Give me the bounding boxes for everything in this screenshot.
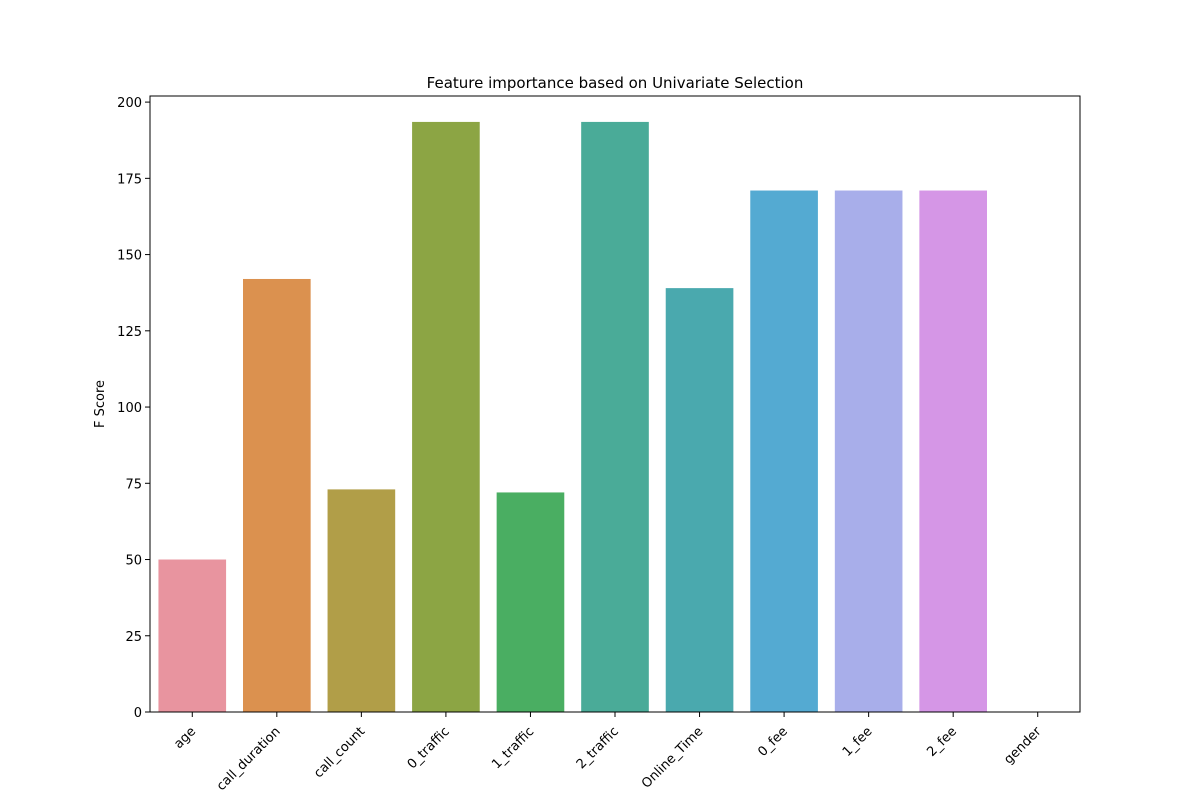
y-tick-label: 25: [125, 630, 142, 645]
x-tick-label: 0_traffic: [405, 724, 453, 772]
plot-frame: [149, 95, 1081, 713]
y-axis: 0 25 50 75 100 125 150 175 200: [117, 96, 150, 721]
x-tick-label: age: [171, 724, 199, 752]
y-tick-label: 175: [117, 172, 142, 187]
bar-1_fee: [834, 190, 903, 712]
y-tick-label: 150: [117, 249, 142, 264]
y-tick-label: 100: [117, 401, 142, 416]
bars-group: [158, 121, 987, 713]
x-tick-label: call_duration: [214, 724, 284, 794]
chart-title: Feature importance based on Univariate S…: [427, 74, 804, 92]
y-tick-label: 50: [125, 554, 142, 569]
y-tick-label: 75: [125, 477, 142, 492]
bar-0_traffic: [412, 121, 480, 713]
bar-Online_Time: [665, 288, 734, 712]
bar-2_traffic: [581, 121, 649, 713]
y-tick-label: 200: [117, 96, 142, 111]
x-tick-label: 2_fee: [924, 724, 960, 760]
y-axis-label: F Score: [93, 380, 108, 428]
bar-age: [158, 559, 227, 712]
y-tick-label: 0: [134, 706, 142, 721]
x-tick-label: gender: [1001, 724, 1045, 768]
x-tick-label: 1_fee: [840, 724, 876, 760]
bar-1_traffic: [496, 492, 565, 712]
bar-2_fee: [919, 190, 987, 712]
x-tick-label: 1_traffic: [489, 724, 537, 772]
x-tick-label: Online_Time: [639, 724, 706, 791]
bar-0_fee: [750, 190, 818, 712]
y-tick-label: 125: [117, 325, 142, 340]
x-tick-label: call_count: [311, 724, 368, 781]
bar-call_count: [327, 489, 396, 712]
x-tick-label: 2_traffic: [574, 724, 622, 772]
bar-call_duration: [243, 278, 311, 712]
x-axis: age call_duration call_count 0_traffic 1_tra…: [171, 712, 1045, 794]
x-tick-label: 0_fee: [755, 724, 791, 760]
